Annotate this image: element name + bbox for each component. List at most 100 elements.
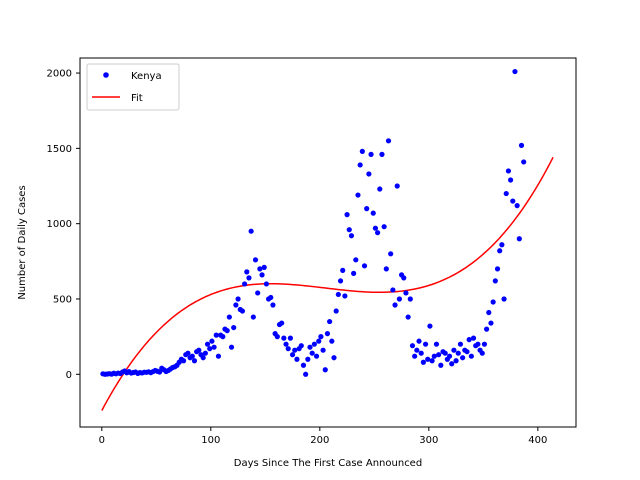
data-point xyxy=(385,138,392,144)
data-point xyxy=(242,281,248,287)
data-point xyxy=(180,358,187,364)
data-point xyxy=(425,356,431,362)
data-point xyxy=(252,257,259,263)
data-point xyxy=(416,338,422,344)
data-point xyxy=(457,341,464,347)
data-point xyxy=(189,353,195,359)
data-point xyxy=(381,224,387,230)
data-point xyxy=(333,308,339,314)
x-tick-label: 200 xyxy=(310,435,329,446)
data-point xyxy=(305,356,311,362)
data-point xyxy=(433,341,440,347)
data-point xyxy=(204,341,211,347)
data-point xyxy=(348,233,355,239)
points-layer xyxy=(100,68,527,377)
data-point xyxy=(422,341,429,347)
data-point xyxy=(331,355,337,361)
data-point xyxy=(185,350,191,356)
data-point xyxy=(255,290,261,296)
data-point xyxy=(409,343,416,349)
data-point xyxy=(311,341,317,347)
data-point xyxy=(359,148,365,154)
data-point xyxy=(479,350,485,356)
data-point xyxy=(215,353,222,359)
data-point xyxy=(294,356,300,362)
y-tick-label: 0 xyxy=(66,370,72,381)
data-point xyxy=(239,308,246,314)
fit-layer xyxy=(101,156,554,411)
data-point xyxy=(316,338,322,344)
data-point xyxy=(494,266,501,272)
data-point xyxy=(446,353,453,359)
data-point xyxy=(250,314,256,320)
data-point xyxy=(392,302,398,308)
data-point xyxy=(451,347,457,353)
data-point xyxy=(427,323,433,329)
y-tick-label: 2000 xyxy=(47,69,72,80)
data-point xyxy=(475,341,481,347)
data-point xyxy=(268,294,274,301)
data-point xyxy=(285,346,291,352)
data-point xyxy=(274,334,280,340)
data-point xyxy=(228,344,235,350)
data-point xyxy=(377,186,383,192)
data-point xyxy=(298,343,304,349)
data-point xyxy=(388,251,394,257)
data-point xyxy=(470,335,477,341)
data-point xyxy=(407,296,413,302)
data-point xyxy=(372,225,379,231)
data-point xyxy=(329,338,335,344)
data-point xyxy=(468,353,474,359)
data-point xyxy=(202,350,208,356)
data-point xyxy=(335,291,341,298)
data-point xyxy=(394,183,400,189)
data-point xyxy=(405,314,411,320)
data-point xyxy=(449,361,455,367)
y-tick-label: 1000 xyxy=(47,219,72,230)
x-axis-label: Days Since The First Case Announced xyxy=(234,458,422,469)
x-tick-label: 0 xyxy=(99,435,105,446)
data-point xyxy=(231,324,237,331)
axes-frame xyxy=(79,57,577,428)
data-point xyxy=(281,335,287,341)
data-point xyxy=(257,266,263,272)
legend-marker-kenya xyxy=(103,72,109,78)
data-point xyxy=(207,346,213,352)
fit-line xyxy=(101,156,554,411)
data-point xyxy=(521,159,527,165)
data-point xyxy=(507,177,514,183)
data-point xyxy=(418,350,424,356)
data-point xyxy=(307,344,313,350)
data-point xyxy=(246,275,252,281)
legend-label-kenya: Kenya xyxy=(131,71,162,82)
data-point xyxy=(226,314,232,320)
data-point xyxy=(516,236,522,242)
data-point xyxy=(156,369,163,375)
data-point xyxy=(357,162,363,168)
data-point xyxy=(279,320,285,326)
data-point xyxy=(283,341,289,347)
data-point xyxy=(518,142,525,148)
data-point xyxy=(455,350,461,356)
data-point xyxy=(346,227,352,233)
data-point xyxy=(324,331,331,337)
data-point xyxy=(364,206,370,212)
data-point xyxy=(514,203,520,209)
data-point xyxy=(337,278,344,284)
data-point xyxy=(366,171,372,177)
data-point xyxy=(486,309,492,316)
data-point xyxy=(211,344,217,350)
data-point xyxy=(403,290,409,296)
data-point xyxy=(303,371,309,377)
data-point xyxy=(505,168,512,174)
data-point xyxy=(375,230,381,236)
x-tick-label: 300 xyxy=(419,435,438,446)
data-point xyxy=(233,302,239,308)
x-tick-label: 100 xyxy=(201,435,220,446)
data-point xyxy=(263,281,270,287)
data-point xyxy=(200,355,206,361)
data-point xyxy=(464,349,470,355)
data-point xyxy=(340,267,346,273)
y-tick-label: 1500 xyxy=(47,144,72,155)
